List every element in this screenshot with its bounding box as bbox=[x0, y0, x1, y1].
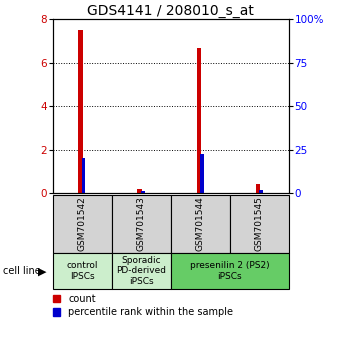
Bar bbox=[171, 253, 289, 289]
Bar bbox=[137, 189, 142, 193]
Text: GSM701543: GSM701543 bbox=[137, 196, 146, 251]
Text: Sporadic
PD-derived
iPSCs: Sporadic PD-derived iPSCs bbox=[116, 256, 166, 286]
Text: ▶: ▶ bbox=[38, 267, 47, 277]
Bar bbox=[53, 253, 112, 289]
Text: presenilin 2 (PS2)
iPSCs: presenilin 2 (PS2) iPSCs bbox=[190, 261, 270, 280]
Bar bbox=[256, 184, 260, 193]
Bar bbox=[230, 195, 289, 253]
Text: cell line: cell line bbox=[3, 266, 41, 276]
Bar bbox=[112, 195, 171, 253]
Text: GSM701542: GSM701542 bbox=[78, 196, 87, 251]
Text: GSM701544: GSM701544 bbox=[196, 196, 205, 251]
Bar bbox=[82, 158, 85, 193]
Bar bbox=[259, 190, 263, 193]
Bar bbox=[141, 191, 144, 193]
Text: GSM701545: GSM701545 bbox=[255, 196, 264, 251]
Bar bbox=[171, 195, 230, 253]
Bar bbox=[79, 30, 83, 193]
Legend: count, percentile rank within the sample: count, percentile rank within the sample bbox=[53, 294, 233, 317]
Bar bbox=[53, 195, 112, 253]
Bar bbox=[200, 154, 204, 193]
Bar bbox=[112, 253, 171, 289]
Title: GDS4141 / 208010_s_at: GDS4141 / 208010_s_at bbox=[87, 5, 254, 18]
Text: control
IPSCs: control IPSCs bbox=[67, 261, 98, 280]
Bar bbox=[197, 48, 201, 193]
